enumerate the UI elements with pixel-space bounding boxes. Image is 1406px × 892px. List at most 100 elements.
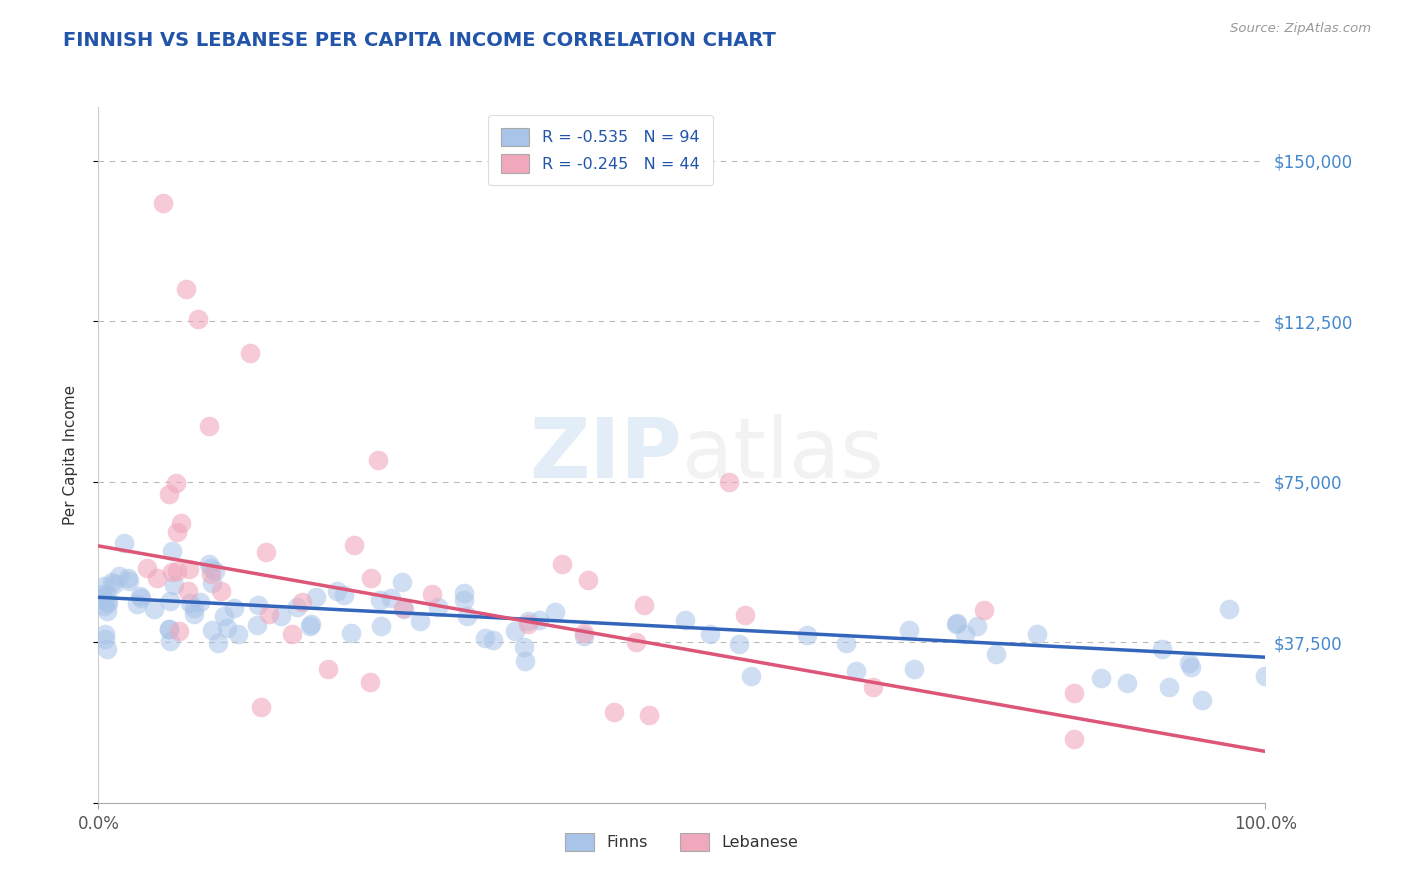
Point bbox=[174, 282, 197, 296]
Point bbox=[717, 475, 740, 489]
Point bbox=[136, 561, 159, 575]
Point bbox=[572, 626, 595, 640]
Point bbox=[481, 632, 503, 647]
Text: FINNISH VS LEBANESE PER CAPITA INCOME CORRELATION CHART: FINNISH VS LEBANESE PER CAPITA INCOME CO… bbox=[63, 31, 776, 50]
Text: Source: ZipAtlas.com: Source: ZipAtlas.com bbox=[1230, 22, 1371, 36]
Point bbox=[108, 569, 131, 583]
Point bbox=[166, 564, 188, 578]
Point bbox=[146, 570, 169, 584]
Point bbox=[280, 626, 302, 640]
Point bbox=[224, 601, 246, 615]
Point bbox=[165, 475, 187, 490]
Point bbox=[201, 623, 224, 637]
Point bbox=[100, 575, 122, 590]
Point bbox=[188, 595, 211, 609]
Point bbox=[299, 619, 322, 633]
Point bbox=[254, 545, 277, 559]
Point bbox=[728, 636, 751, 650]
Point bbox=[1026, 626, 1049, 640]
Point bbox=[200, 561, 222, 575]
Point bbox=[187, 312, 209, 326]
Point bbox=[93, 579, 115, 593]
Point bbox=[474, 631, 496, 645]
Point bbox=[516, 614, 538, 628]
Point bbox=[505, 624, 527, 638]
Point bbox=[332, 588, 354, 602]
Point bbox=[394, 601, 416, 615]
Point bbox=[343, 539, 366, 553]
Point bbox=[246, 618, 269, 632]
Point bbox=[1090, 671, 1112, 685]
Y-axis label: Per Capita Income: Per Capita Income bbox=[63, 384, 77, 525]
Point bbox=[201, 576, 224, 591]
Point bbox=[572, 629, 595, 643]
Point bbox=[391, 574, 413, 589]
Point bbox=[142, 602, 165, 616]
Point bbox=[633, 598, 655, 612]
Point bbox=[862, 681, 884, 695]
Point bbox=[845, 664, 868, 678]
Point bbox=[1180, 660, 1202, 674]
Legend: Finns, Lebanese: Finns, Lebanese bbox=[560, 826, 804, 857]
Point bbox=[305, 590, 328, 604]
Point bbox=[183, 600, 205, 615]
Point bbox=[316, 662, 339, 676]
Point bbox=[200, 566, 222, 581]
Point bbox=[157, 622, 180, 636]
Point bbox=[287, 600, 309, 615]
Point bbox=[207, 636, 229, 650]
Point bbox=[159, 487, 181, 501]
Point bbox=[603, 706, 626, 720]
Point bbox=[986, 647, 1008, 661]
Point bbox=[637, 707, 659, 722]
Point bbox=[93, 627, 115, 641]
Point bbox=[204, 564, 226, 578]
Point bbox=[529, 613, 551, 627]
Point bbox=[159, 634, 181, 648]
Point bbox=[955, 627, 977, 641]
Point bbox=[159, 594, 181, 608]
Point bbox=[179, 597, 201, 611]
Point bbox=[370, 619, 392, 633]
Point bbox=[247, 598, 270, 612]
Point bbox=[1063, 686, 1085, 700]
Point bbox=[117, 571, 139, 585]
Point bbox=[898, 623, 921, 637]
Point bbox=[239, 346, 262, 360]
Point bbox=[198, 557, 221, 571]
Point bbox=[90, 587, 112, 601]
Point bbox=[212, 608, 235, 623]
Point bbox=[1178, 656, 1201, 670]
Point bbox=[515, 655, 537, 669]
Point bbox=[740, 669, 762, 683]
Point bbox=[198, 419, 221, 434]
Point bbox=[1116, 676, 1139, 690]
Point bbox=[299, 616, 322, 631]
Point bbox=[93, 599, 115, 614]
Point bbox=[576, 573, 599, 587]
Point bbox=[169, 516, 191, 530]
Point bbox=[367, 453, 389, 467]
Point bbox=[544, 605, 567, 619]
Point bbox=[1063, 731, 1085, 746]
Point bbox=[673, 614, 696, 628]
Point bbox=[359, 674, 381, 689]
Point bbox=[96, 604, 118, 618]
Text: ZIP: ZIP bbox=[530, 415, 682, 495]
Point bbox=[183, 607, 205, 621]
Point bbox=[409, 615, 432, 629]
Point bbox=[217, 621, 239, 635]
Point bbox=[370, 593, 392, 607]
Point bbox=[125, 597, 148, 611]
Point bbox=[226, 627, 249, 641]
Point bbox=[160, 565, 183, 579]
Point bbox=[340, 625, 363, 640]
Point bbox=[517, 616, 540, 631]
Point bbox=[945, 617, 967, 632]
Point bbox=[129, 590, 152, 604]
Point bbox=[1218, 602, 1240, 616]
Point bbox=[162, 543, 184, 558]
Point bbox=[624, 635, 647, 649]
Point bbox=[513, 640, 536, 654]
Point bbox=[167, 624, 190, 639]
